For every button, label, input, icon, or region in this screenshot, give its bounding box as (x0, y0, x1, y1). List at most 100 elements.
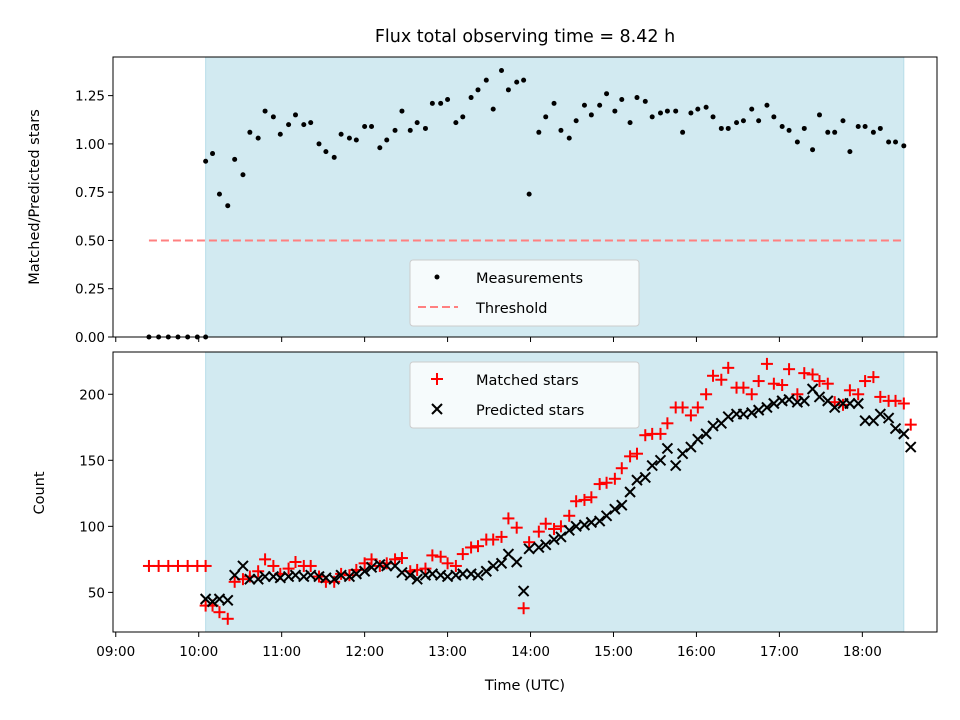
predicted-star-point (646, 459, 658, 472)
measurement-point (277, 131, 283, 137)
predicted-star-point (555, 531, 567, 543)
predicted-star-point (722, 411, 734, 423)
predicted-star-point (761, 401, 773, 414)
matched-star-point (752, 375, 765, 388)
measurement-point (203, 158, 209, 164)
measurement-point (634, 95, 640, 101)
measurement-point (498, 68, 504, 74)
matched-star-point (615, 462, 628, 475)
matched-star-point (715, 373, 728, 386)
measurement-point (627, 120, 633, 126)
measurement-point (855, 124, 861, 130)
panel-ratio: 0.00 0.25 0.50 0.75 1.00 1.25 Matched/Predict… (27, 56, 938, 346)
matched-star-point (252, 565, 265, 578)
measurement-point (505, 87, 511, 93)
legend-counts: Matched stars Predicted stars (409, 361, 640, 429)
predicted-star-point (661, 442, 674, 455)
x-tick-label: 11:00 (262, 644, 301, 660)
matched-star-point (593, 478, 606, 491)
predicted-star-point (480, 565, 492, 577)
x-tick-label: 13:00 (428, 644, 467, 660)
matched-star-point (449, 559, 462, 572)
panel-ratio-frame (112, 56, 938, 338)
predicted-star-point (457, 568, 469, 580)
predicted-star-point (228, 569, 241, 581)
matched-star-point (874, 390, 887, 403)
matched-star-point (737, 381, 750, 394)
measurement-point (840, 118, 846, 124)
x-tick-label: 15:00 (594, 644, 633, 660)
matched-star-point (722, 361, 735, 374)
x-axis-label: Time (UTC) (484, 678, 565, 694)
measurement-point (210, 151, 216, 157)
measurement-point (566, 135, 572, 141)
matched-star-point (578, 493, 591, 506)
matched-star-point (456, 548, 469, 561)
predicted-star-point (540, 539, 552, 551)
measurement-point (779, 124, 785, 130)
measurement-point (475, 87, 481, 93)
measurement-point (286, 122, 292, 128)
measurement-point (825, 129, 831, 135)
measurement-point (756, 118, 762, 124)
measurement-point (801, 125, 807, 131)
predicted-star-point (752, 404, 765, 416)
measurement-point (399, 108, 405, 114)
matched-star-point (760, 357, 773, 370)
predicted-star-point (365, 561, 378, 573)
measurement-point (786, 127, 792, 133)
predicted-star-point (676, 447, 689, 460)
matched-star-point (282, 562, 295, 575)
predicted-star-point (654, 454, 667, 467)
predicted-star-point (859, 414, 871, 427)
matched-star-point (465, 541, 478, 554)
measurement-point (862, 124, 868, 130)
predicted-star-point (844, 397, 856, 410)
matched-star-point (904, 418, 917, 431)
predicted-star-point (487, 560, 499, 572)
measurement-point (816, 112, 822, 118)
predicted-star-point (244, 573, 256, 585)
predicted-star-point (669, 459, 682, 472)
predicted-star-point (798, 395, 810, 407)
matched-star-point (221, 612, 234, 625)
measurement-point (543, 114, 549, 120)
matched-star-point (228, 575, 241, 588)
measurement-point (734, 120, 740, 126)
measurement-point (764, 102, 770, 108)
panel-counts: 50 100 150 200 09:00 10:00 11:00 12:00 13:00 14:… (32, 351, 938, 694)
measurement-point (369, 124, 375, 130)
predicted-star-point (898, 428, 910, 440)
y-tick-label: 1.25 (75, 89, 105, 105)
predicted-star-point (813, 391, 826, 403)
measurement-point (877, 125, 883, 131)
y-tick-label: 200 (79, 387, 105, 403)
legend-matched-marker (431, 373, 443, 385)
matched-star-point (389, 553, 402, 566)
measurement-point (521, 77, 527, 83)
predicted-star-point (882, 412, 895, 424)
measurement-point (664, 108, 670, 114)
matched-star-point (585, 491, 598, 504)
panel-counts-frame (112, 351, 938, 633)
measurement-point (673, 108, 679, 114)
matched-star-point (624, 450, 637, 463)
measurement-point (649, 114, 655, 120)
matched-star-point (684, 409, 697, 422)
measurement-point (725, 125, 731, 131)
y-tick-label: 100 (79, 519, 105, 535)
x-tick-label: 09:00 (96, 644, 135, 660)
measurement-point (794, 139, 800, 145)
predicted-star-point (600, 510, 613, 522)
matched-star-point (661, 417, 674, 430)
predicted-star-point (523, 543, 535, 555)
matched-star-point (813, 375, 826, 388)
chart-title: Flux total observing time = 8.42 h (375, 27, 675, 47)
matched-star-point (767, 377, 780, 390)
measurement-point (604, 91, 610, 97)
measurement-point (301, 122, 307, 128)
matched-star-point (539, 517, 552, 530)
legend-ratio-box (409, 259, 640, 327)
matched-star-point (487, 533, 500, 546)
